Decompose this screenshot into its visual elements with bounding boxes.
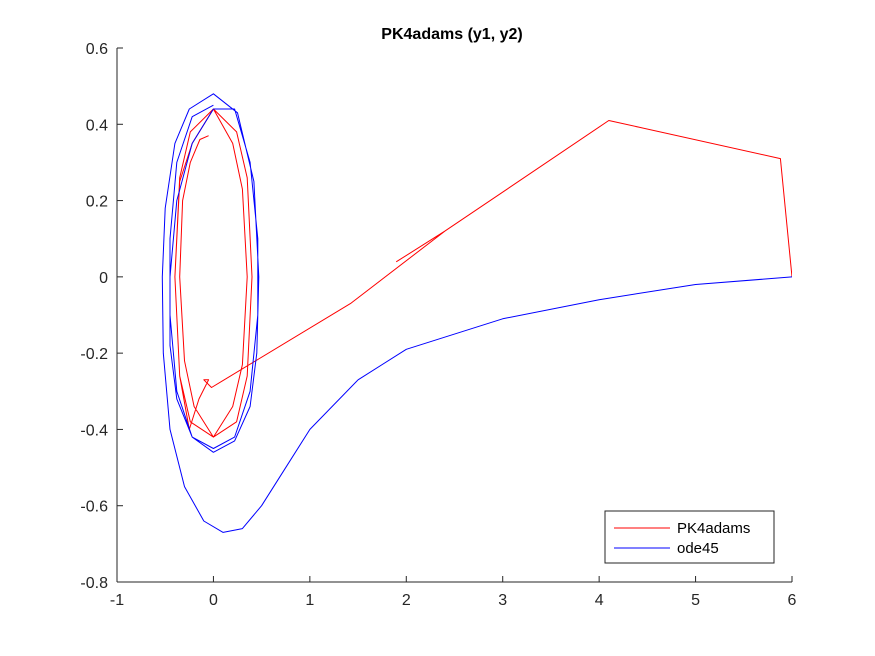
legend-label-ode45: ode45 [677,540,719,557]
series-line-pk4adams [174,108,792,438]
x-tick-label: 6 [788,592,797,609]
y-ticks: -0.8 -0.6 -0.4 -0.2 0 0.2 0.4 0.6 [80,41,123,592]
series-line-ode45 [161,93,792,533]
y-tick-label: -0.2 [80,346,108,363]
y-tick-label: 0.6 [86,41,108,58]
series-layer [161,93,792,533]
x-tick-label: 4 [595,592,604,609]
y-tick-label: 0.4 [86,117,108,134]
x-tick-label: -1 [110,592,124,609]
chart-title: PK4adams (y1, y2) [381,26,522,43]
x-tick-label: 2 [402,592,411,609]
y-tick-label: 0 [99,270,108,287]
x-tick-label: 0 [209,592,218,609]
y-tick-label: -0.4 [80,422,108,439]
x-tick-label: 1 [305,592,314,609]
legend-label-pk4adams: PK4adams [677,520,750,537]
y-tick-label: -0.6 [80,499,108,516]
legend[interactable]: PK4adams ode45 [604,510,775,564]
y-tick-label: 0.2 [86,194,108,211]
x-ticks: -1 0 1 2 3 4 5 6 [110,576,797,609]
y-tick-label: -0.8 [80,575,108,592]
plot-area: -1 0 1 2 3 4 5 6 -0.8 -0.6 -0.4 -0.2 0 0.2 0.4 0.6 [80,41,796,609]
x-tick-label: 5 [691,592,700,609]
x-tick-label: 3 [498,592,507,609]
legend-box [604,510,775,564]
